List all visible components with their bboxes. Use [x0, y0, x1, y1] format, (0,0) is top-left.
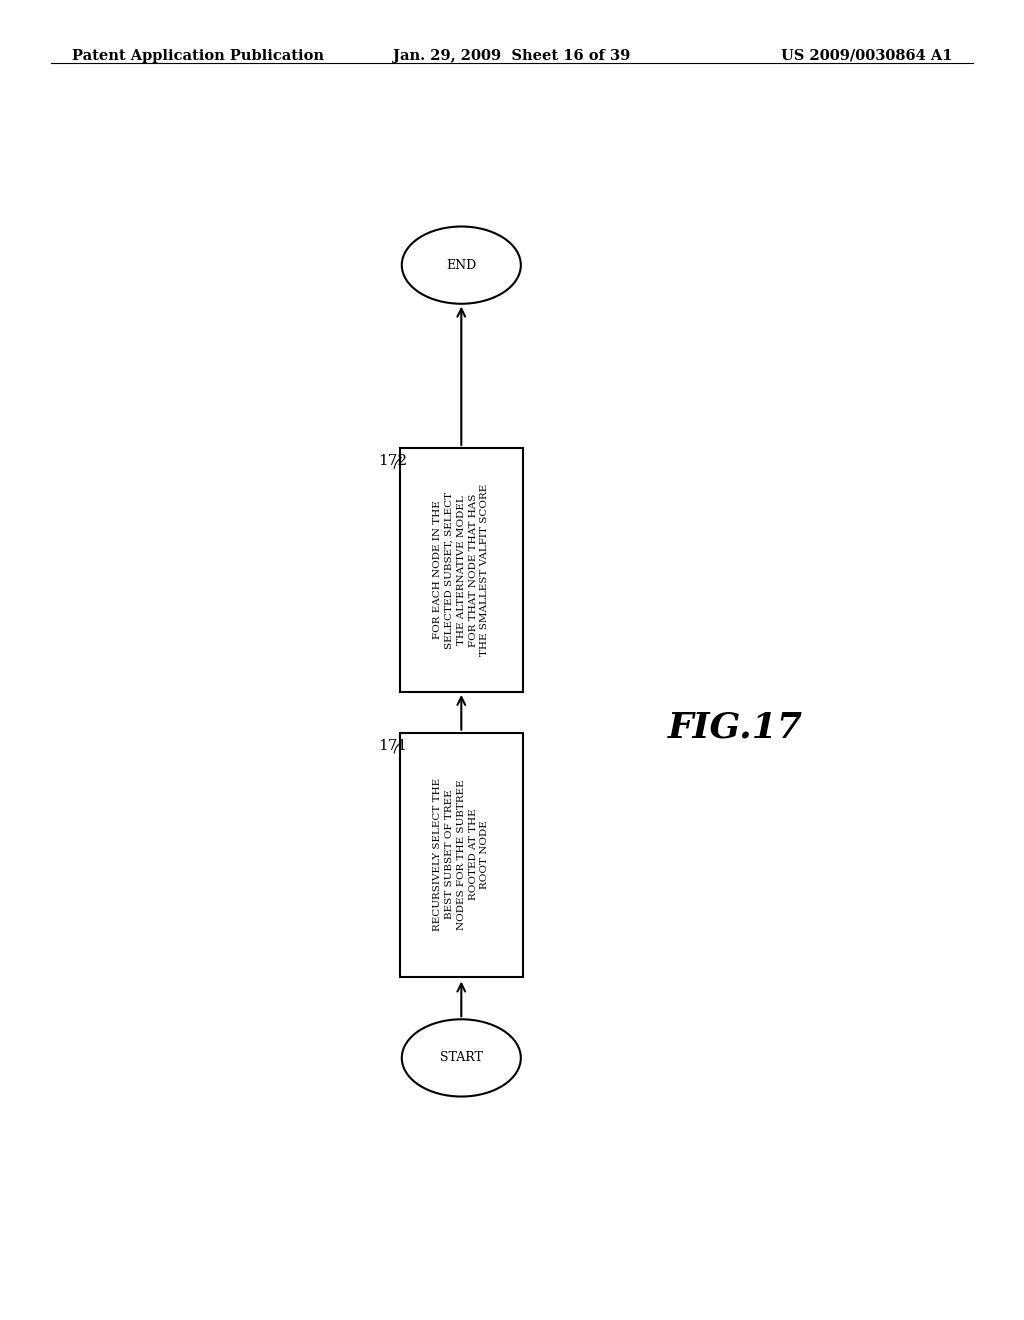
Text: START: START — [440, 1052, 482, 1064]
Text: Jan. 29, 2009  Sheet 16 of 39: Jan. 29, 2009 Sheet 16 of 39 — [393, 49, 631, 63]
Text: FOR EACH NODE IN THE
SELECTED SUBSET, SELECT
THE ALTERNATIVE MODEL
FOR THAT NODE: FOR EACH NODE IN THE SELECTED SUBSET, SE… — [433, 484, 489, 656]
Text: FIG.17: FIG.17 — [668, 710, 803, 744]
Text: RECURSIVELY SELECT THE
BEST SUBSET OF TREE
NODES FOR THE SUBTREE
ROOTED AT THE
R: RECURSIVELY SELECT THE BEST SUBSET OF TR… — [433, 777, 489, 931]
Text: 172: 172 — [378, 454, 408, 469]
Text: 171: 171 — [378, 739, 408, 752]
Bar — [399, 447, 523, 692]
Text: END: END — [446, 259, 476, 272]
Text: Patent Application Publication: Patent Application Publication — [72, 49, 324, 63]
Text: US 2009/0030864 A1: US 2009/0030864 A1 — [781, 49, 952, 63]
Bar — [399, 733, 523, 977]
